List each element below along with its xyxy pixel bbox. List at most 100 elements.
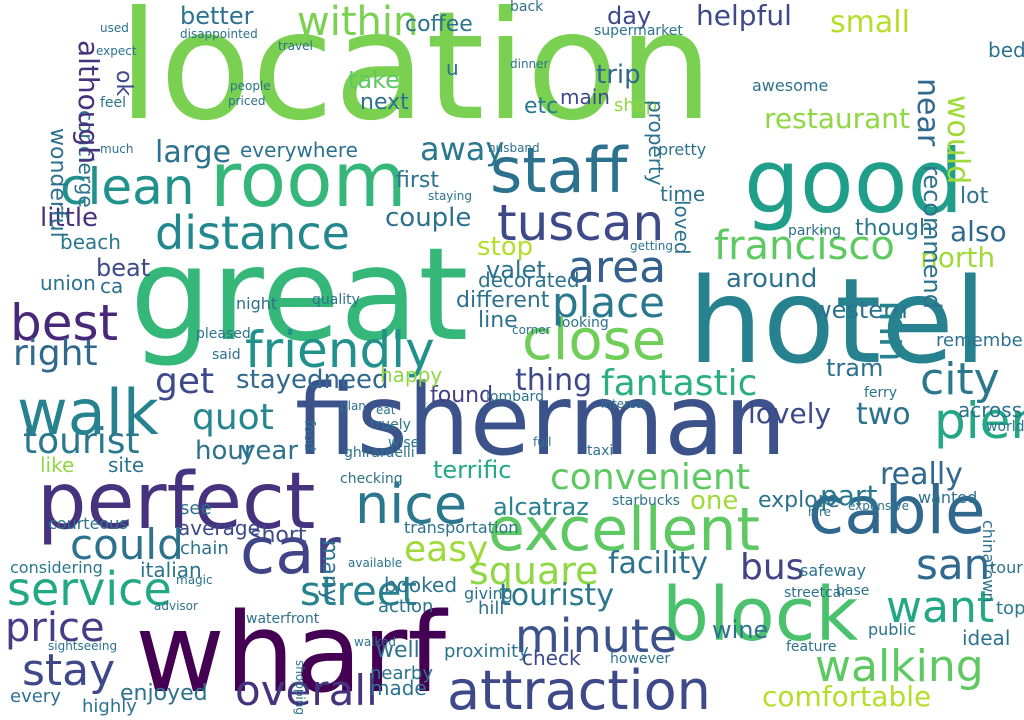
cloud-word: short [250, 523, 307, 548]
cloud-word: see [180, 498, 212, 519]
cloud-word: next [360, 90, 409, 115]
cloud-word: car [240, 515, 341, 589]
cloud-word: etc [524, 94, 559, 119]
cloud-word: many [317, 540, 342, 602]
cloud-word: enjoyed [120, 681, 208, 706]
cloud-word: average [178, 516, 260, 540]
cloud-word: night [236, 294, 278, 313]
cloud-word: clean [60, 158, 195, 216]
cloud-word: highly [82, 696, 137, 717]
cloud-word: walk [17, 376, 159, 449]
cloud-word: every [10, 686, 61, 707]
cloud-word: tuscan [497, 194, 665, 252]
cloud-word: booked [384, 573, 458, 597]
cloud-word: coffee [405, 12, 473, 37]
cloud-word: wine [712, 616, 769, 644]
cloud-word: chain [180, 538, 229, 559]
cloud-word: place [552, 278, 665, 327]
cloud-word: site [108, 453, 145, 477]
cloud-word: disappointed [180, 27, 258, 41]
cloud-word: looking [558, 315, 609, 331]
cloud-word: giving [464, 584, 513, 603]
cloud-word: main [560, 85, 610, 109]
cloud-word: awesome [752, 76, 829, 95]
cloud-word: square [469, 549, 599, 593]
cloud-word: time [660, 182, 706, 206]
cloud-word: waterfront [246, 611, 320, 627]
cloud-word: large [155, 135, 232, 170]
cloud-word: couple [385, 203, 472, 233]
cloud-word: cable [808, 472, 986, 549]
cloud-word: tram [826, 354, 884, 382]
cloud-word: away [420, 130, 505, 168]
cloud-word: feel [100, 95, 127, 111]
cloud-word: convenient [550, 457, 750, 498]
cloud-word: expensive [848, 499, 909, 513]
cloud-word: public [868, 620, 917, 639]
cloud-word: bed [988, 38, 1024, 62]
cloud-word: truely [370, 417, 411, 433]
cloud-word: supermarket [594, 23, 683, 39]
cloud-word: hour [195, 436, 255, 466]
cloud-word: restaurant [764, 102, 910, 135]
cloud-word: want [886, 582, 995, 633]
cloud-word: also [950, 215, 1007, 248]
cloud-word: location [118, 0, 714, 154]
cloud-word: nice [355, 473, 468, 536]
cloud-word: husband [488, 141, 540, 155]
cloud-word: francisco [714, 223, 895, 269]
cloud-word: wonderful [45, 128, 70, 238]
cloud-word: world [986, 419, 1024, 435]
cloud-word: across [958, 398, 1023, 422]
cloud-word: although [72, 40, 105, 165]
cloud-word: helpful [696, 0, 792, 32]
cloud-word: close [522, 308, 667, 373]
cloud-word: hill [478, 598, 505, 619]
cloud-word: safeway [800, 561, 866, 580]
cloud-word: two [856, 397, 911, 432]
cloud-word: bus [740, 547, 805, 588]
cloud-word: best [10, 294, 119, 352]
cloud-word: happy [380, 363, 443, 387]
cloud-word: better [180, 2, 254, 30]
cloud-word: wanted [918, 488, 978, 507]
cloud-word: found [430, 383, 494, 408]
cloud-word: used [100, 21, 129, 35]
cloud-word: western [812, 296, 908, 324]
cloud-word: interest [601, 397, 648, 411]
cloud-word: food [301, 420, 317, 451]
cloud-word: could [70, 520, 184, 569]
cloud-word: get [155, 361, 215, 402]
cloud-word: san [916, 540, 991, 589]
cloud-word: proximity [444, 641, 529, 662]
cloud-word: decorated [478, 268, 580, 292]
cloud-word: priced [228, 94, 266, 108]
cloud-word: within [297, 0, 419, 45]
cloud-word: year [240, 436, 299, 466]
cloud-word: sightseeing [48, 639, 118, 653]
cloud-word: staying [428, 189, 472, 203]
cloud-word: nearby [370, 663, 433, 684]
cloud-word: though [855, 216, 933, 241]
cloud-word: hotel [688, 252, 987, 390]
cloud-word: staff [490, 134, 628, 207]
cloud-word: pleased [196, 326, 251, 342]
cloud-word: made [370, 676, 427, 700]
cloud-word: shop [614, 95, 658, 116]
cloud-word: block [662, 572, 859, 658]
cloud-word: shopping [293, 660, 307, 715]
cloud-word: touristy [499, 578, 614, 613]
cloud-word: good [744, 130, 964, 233]
cloud-word: available [348, 556, 403, 570]
cloud-word: ghirardelli [344, 445, 415, 461]
cloud-word: ok [111, 70, 136, 97]
cloud-word: service [7, 562, 172, 616]
cloud-word: fisherman [295, 364, 787, 478]
cloud-word: expect [96, 44, 137, 58]
cloud-word: u [446, 56, 459, 80]
cloud-word: fantastic [601, 363, 758, 404]
cloud-word: tourist [23, 421, 140, 462]
cloud-word: back [510, 0, 544, 15]
cloud-word: ideal [962, 626, 1011, 650]
cloud-word: travel [278, 39, 313, 53]
